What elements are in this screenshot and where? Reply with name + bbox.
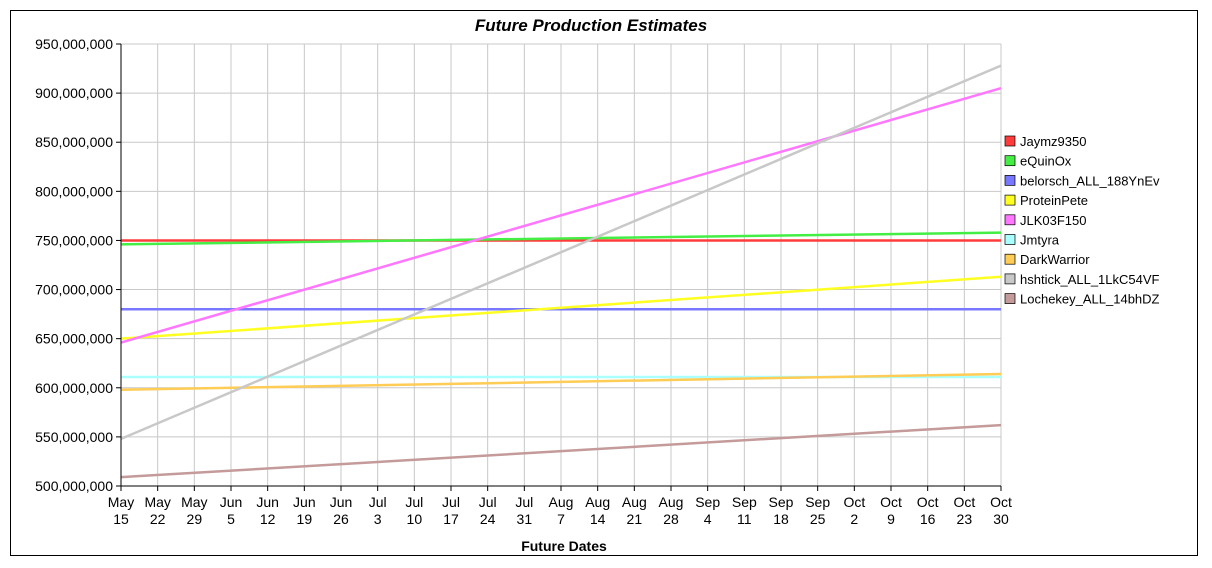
x-tick-day: 4	[704, 511, 712, 527]
series-line	[120, 86, 1002, 344]
legend-swatch	[1004, 234, 1016, 245]
x-tick-month: Jun	[330, 494, 353, 510]
y-tick-label: 550,000,000	[35, 429, 113, 445]
grid-lines	[120, 43, 1002, 487]
line-chart: Future Production Estimates 500,000,0005…	[35, 16, 1160, 554]
y-tick-label: 500,000,000	[35, 478, 113, 494]
x-tick-month: Oct	[843, 494, 865, 510]
y-tick-label: 950,000,000	[35, 36, 113, 52]
x-tick-month: Jun	[256, 494, 279, 510]
x-tick-month: Aug	[585, 494, 610, 510]
legend-label: hshtick_ALL_1LkC54VF	[1020, 272, 1160, 287]
x-tick-month: Jun	[220, 494, 243, 510]
x-tick-month: Sep	[769, 494, 794, 510]
legend-label: ProteinPete	[1020, 193, 1088, 208]
series-line	[120, 275, 1002, 340]
legend-label: belorsch_ALL_188YnEv	[1020, 173, 1160, 188]
x-tick-month: May	[144, 494, 170, 510]
x-tick-day: 28	[663, 511, 679, 527]
x-tick-day: 25	[810, 511, 826, 527]
legend-swatch	[1004, 214, 1016, 226]
x-tick-month: May	[108, 494, 134, 510]
x-tick-month: Aug	[549, 494, 574, 510]
x-tick-month: Oct	[990, 494, 1012, 510]
x-tick-day: 10	[407, 511, 423, 527]
y-axis-ticks: 500,000,000 550,000,000 600,000,000 650,000…	[35, 36, 113, 494]
x-tick-day: 31	[517, 511, 533, 527]
x-tick-month: Jul	[515, 494, 533, 510]
x-tick-day: 7	[557, 511, 565, 527]
legend-label: eQuinOx	[1020, 154, 1072, 169]
x-tick-day: 24	[480, 511, 496, 527]
legend: Jaymz9350 eQuinOx belorsch_ALL_188YnEv Prot…	[1004, 134, 1160, 307]
x-tick-day: 18	[773, 511, 789, 527]
x-tick-month: Sep	[805, 494, 830, 510]
legend-swatch	[1004, 273, 1016, 285]
series-line	[120, 372, 1002, 391]
x-axis-ticks: May15May22May29Jun5Jun12Jun19Jun26Jul3Ju…	[108, 494, 1012, 527]
chart-title: Future Production Estimates	[475, 16, 707, 35]
legend-swatch	[1004, 253, 1016, 265]
y-tick-label: 800,000,000	[35, 183, 113, 199]
x-tick-day: 16	[920, 511, 936, 527]
x-tick-month: Aug	[659, 494, 684, 510]
x-tick-day: 22	[150, 511, 166, 527]
legend-swatch	[1004, 175, 1016, 186]
series-line	[120, 231, 1002, 246]
x-tick-day: 14	[590, 511, 606, 527]
x-tick-day: 26	[333, 511, 349, 527]
axes	[116, 43, 1002, 491]
x-tick-day: 30	[993, 511, 1009, 527]
legend-label: Jaymz9350	[1020, 134, 1086, 149]
legend-label: Lochekey_ALL_14bhDZ	[1020, 292, 1160, 307]
x-tick-month: Sep	[732, 494, 757, 510]
legend-swatch	[1004, 194, 1016, 206]
x-tick-month: Jul	[405, 494, 423, 510]
series-line	[120, 64, 1002, 441]
legend-swatch	[1004, 293, 1016, 304]
legend-label: Jmtyra	[1020, 233, 1060, 248]
legend-label: DarkWarrior	[1020, 252, 1090, 267]
y-tick-label: 900,000,000	[35, 85, 113, 101]
x-axis-label: Future Dates	[521, 538, 607, 554]
x-tick-day: 15	[113, 511, 129, 527]
x-tick-month: Jul	[442, 494, 460, 510]
series-lines	[120, 64, 1002, 479]
x-tick-month: Oct	[917, 494, 939, 510]
x-tick-day: 19	[297, 511, 313, 527]
y-tick-label: 750,000,000	[35, 232, 113, 248]
x-tick-day: 23	[957, 511, 973, 527]
x-tick-day: 5	[227, 511, 235, 527]
x-tick-month: Jul	[479, 494, 497, 510]
x-tick-day: 3	[374, 511, 382, 527]
series-line	[120, 423, 1002, 479]
legend-swatch	[1004, 155, 1016, 167]
x-tick-day: 17	[443, 511, 459, 527]
chart-frame: Future Production Estimates 500,000,000 5…	[10, 10, 1198, 556]
x-tick-month: Oct	[953, 494, 975, 510]
x-tick-month: Jul	[369, 494, 387, 510]
x-tick-day: 11	[737, 511, 752, 527]
legend-swatch	[1004, 135, 1016, 147]
x-tick-month: May	[181, 494, 207, 510]
x-tick-month: Aug	[622, 494, 647, 510]
x-tick-day: 21	[627, 511, 643, 527]
y-tick-label: 850,000,000	[35, 134, 113, 150]
x-tick-day: 2	[850, 511, 858, 527]
y-tick-label: 600,000,000	[35, 380, 113, 396]
y-tick-label: 700,000,000	[35, 282, 113, 298]
x-tick-day: 12	[260, 511, 276, 527]
x-tick-day: 29	[187, 511, 203, 527]
x-tick-month: Sep	[695, 494, 720, 510]
x-tick-month: Oct	[880, 494, 902, 510]
x-tick-day: 9	[887, 511, 895, 527]
x-tick-month: Jun	[293, 494, 316, 510]
legend-label: JLK03F150	[1020, 213, 1087, 228]
y-tick-label: 650,000,000	[35, 331, 113, 347]
